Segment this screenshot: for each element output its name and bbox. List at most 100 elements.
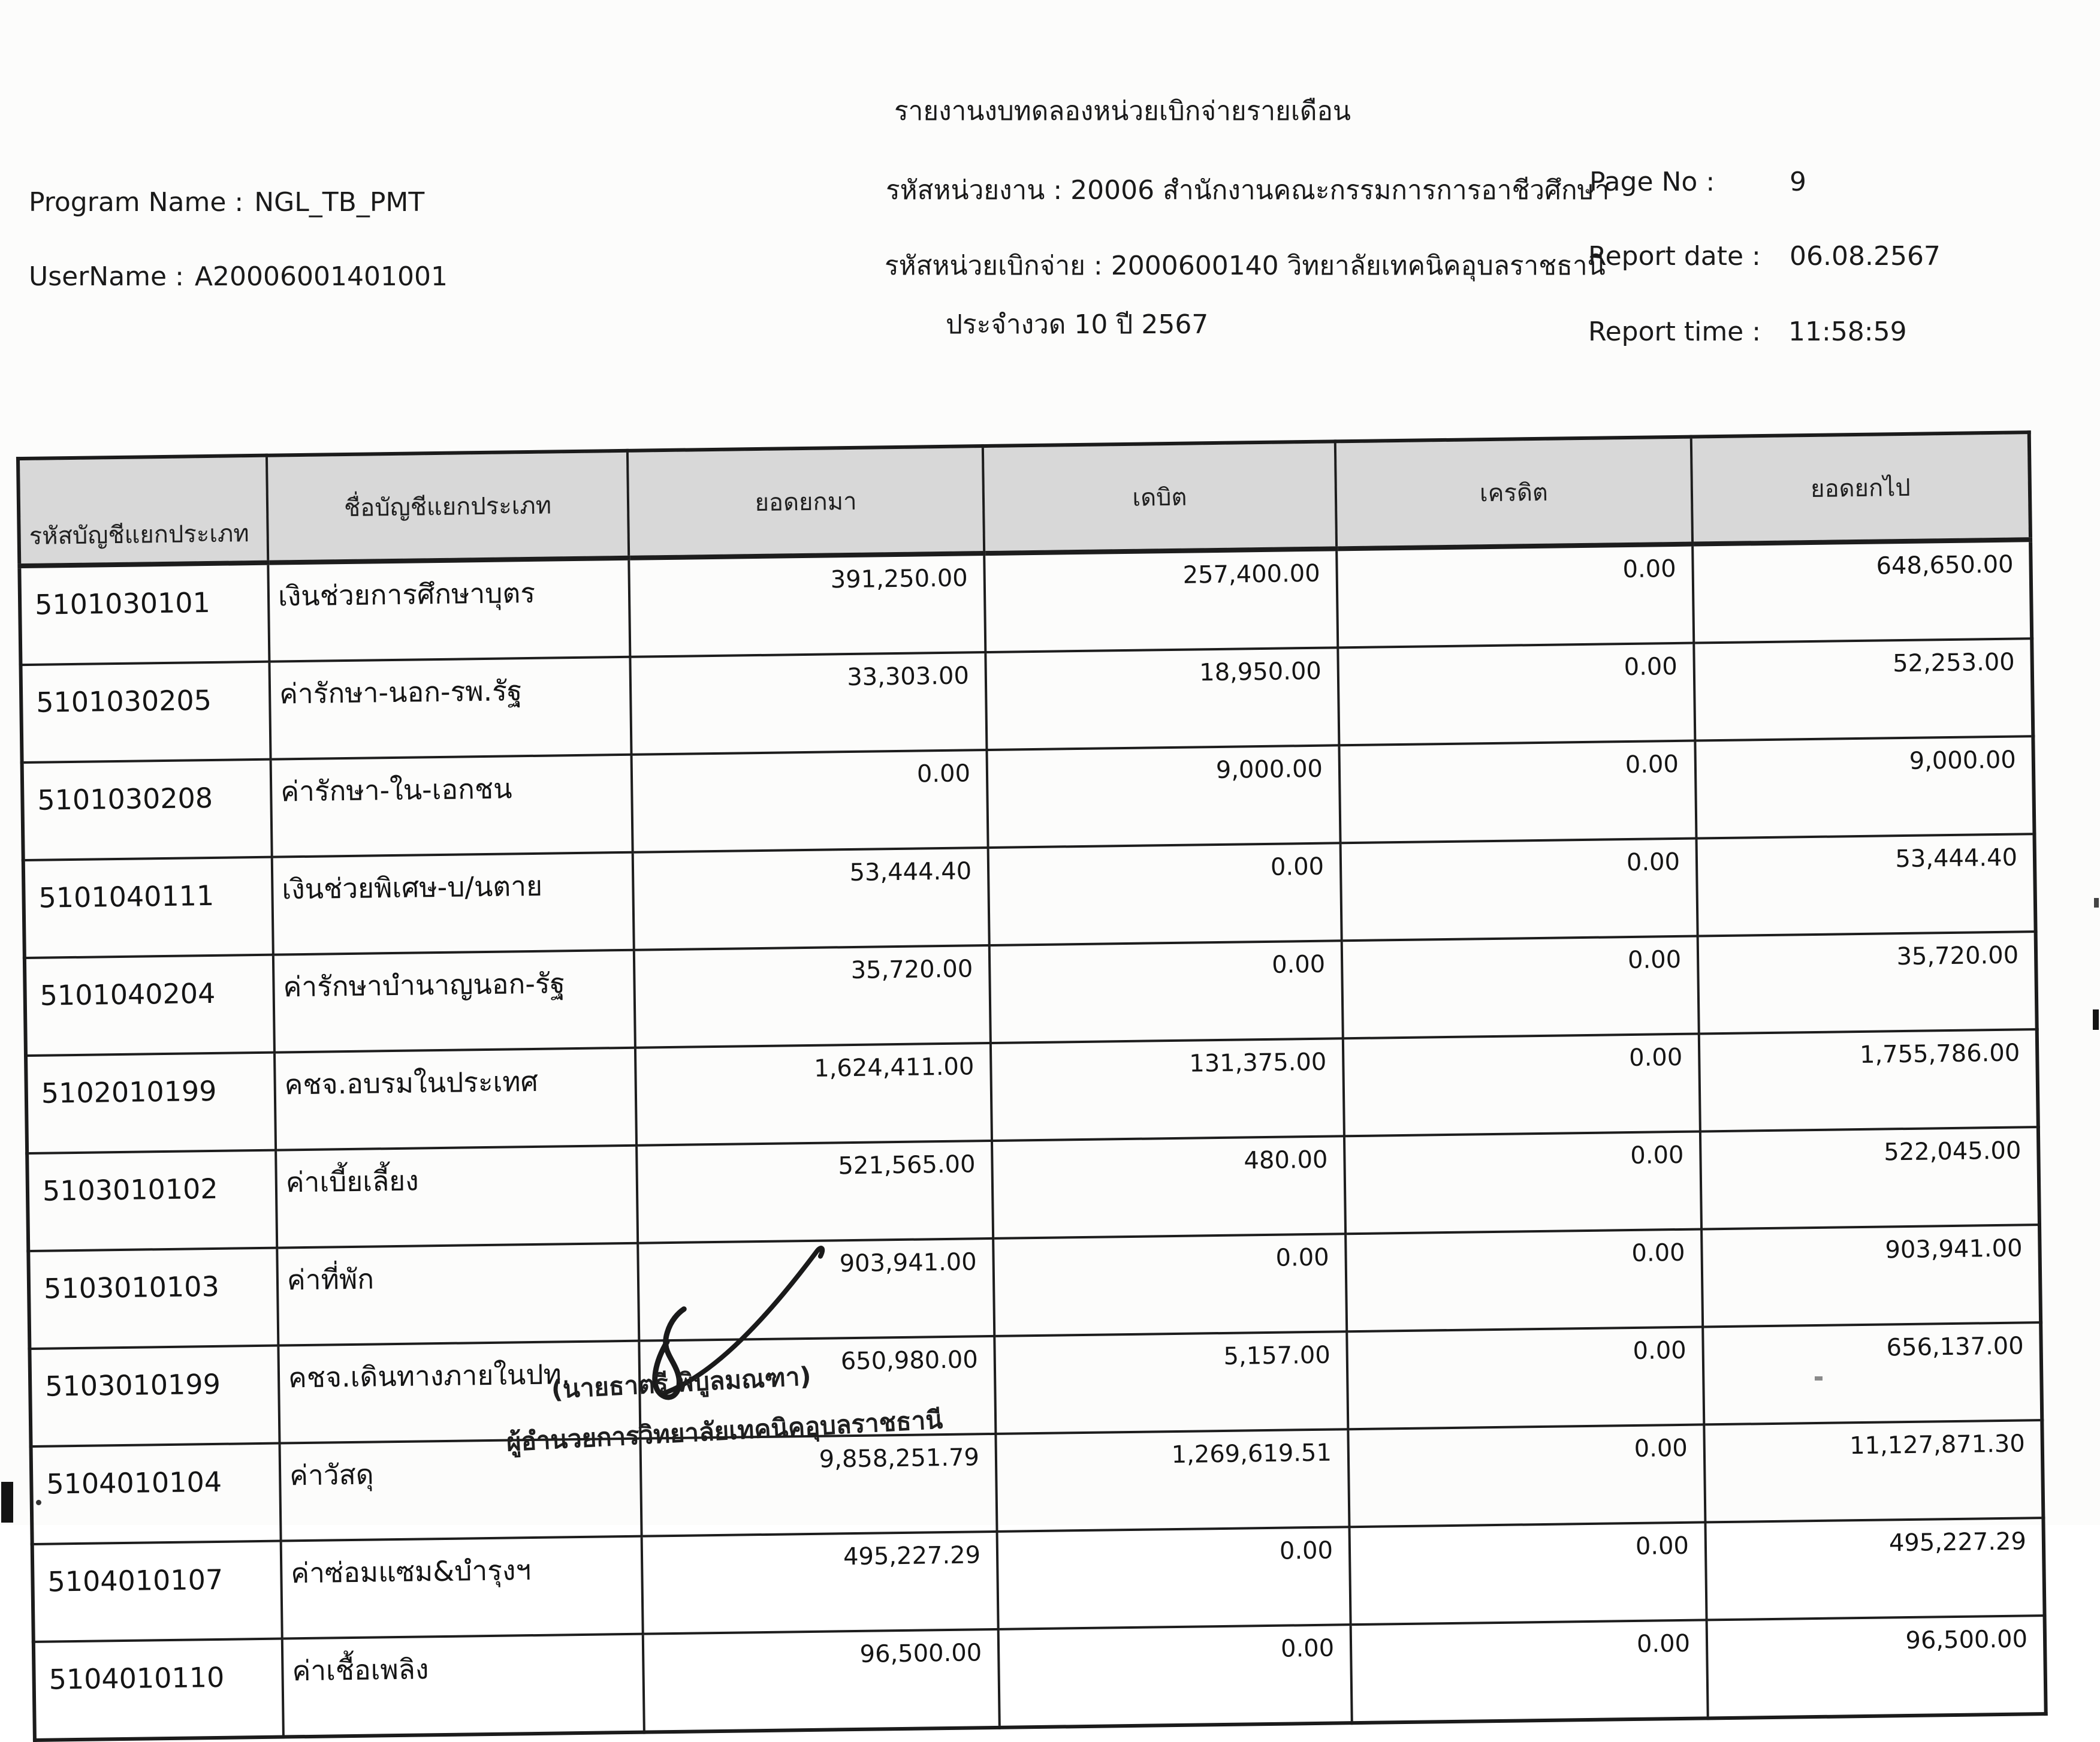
account-name-cell: ค่าเชื้อเพลิง: [282, 1634, 644, 1737]
account-name-cell: เงินช่วยการศึกษาบุตร: [268, 558, 630, 662]
amount-cell: 11,127,871.30: [1704, 1420, 2043, 1522]
username-label: UserName :: [29, 261, 184, 292]
column-header: ยอดยกไป: [1691, 432, 2030, 544]
amount-cell: 0.00: [1351, 1620, 1708, 1723]
page-title: รายงานงบทดลองหน่วยเบิกจ่ายรายเดือน: [894, 90, 1351, 132]
amount-cell: 0.00: [1338, 643, 1695, 746]
amount-cell: 0.00: [1348, 1424, 1705, 1527]
page-no-value: 9: [1790, 167, 1806, 197]
amount-cell: 1,269,619.51: [995, 1429, 1349, 1532]
amount-cell: 0.00: [1343, 1034, 1700, 1137]
column-header: เครดิต: [1335, 437, 1692, 549]
amount-cell: 650,980.00: [639, 1336, 995, 1439]
amount-cell: 18,950.00: [985, 647, 1339, 750]
report-time-value: 11:58:59: [1788, 317, 1907, 347]
period-line: ประจำงวด 10 ปี 2567: [946, 303, 1208, 345]
account-name-cell: ค่ารักษา-นอก-รพ.รัฐ: [269, 657, 631, 760]
amount-cell: 0.00: [989, 941, 1343, 1043]
amount-cell: 495,227.29: [1705, 1518, 2044, 1620]
report-date-value: 06.08.2567: [1790, 241, 1941, 272]
program-name-line: Program Name : NGL_TB_PMT: [29, 187, 424, 218]
amount-cell: 0.00: [632, 750, 988, 852]
amount-cell: 53,444.40: [633, 848, 989, 950]
program-name-label: Program Name :: [29, 187, 243, 218]
column-header: ชื่อบัญชีแยกประเภท: [267, 451, 629, 563]
amount-cell: 648,650.00: [1692, 540, 2032, 643]
trial-balance-table: รหัสบัญชีแยกประเภทชื่อบัญชีแยกประเภทยอดย…: [16, 430, 2048, 1742]
scan-artifact: [1815, 1376, 1823, 1381]
username-line: UserName : A20006001401001: [29, 261, 448, 292]
amount-cell: 96,500.00: [1707, 1616, 2046, 1718]
column-header: รหัสบัญชีแยกประเภท: [18, 456, 268, 566]
amount-cell: 9,858,251.79: [640, 1434, 997, 1536]
account-code-cell: 5101030205: [20, 662, 270, 762]
program-name-value: NGL_TB_PMT: [254, 187, 424, 218]
account-name-cell: ค่ารักษา-ใน-เอกชน: [271, 755, 633, 857]
amount-cell: 5,157.00: [994, 1331, 1348, 1434]
amount-cell: 903,941.00: [1701, 1225, 2041, 1327]
amount-cell: 1,755,786.00: [1699, 1029, 2038, 1131]
account-code-cell: 5104010107: [32, 1541, 282, 1642]
report-date-label: Report date :: [1588, 241, 1761, 272]
amount-cell: 656,137.00: [1703, 1322, 2042, 1424]
amount-cell: 52,253.00: [1694, 638, 2033, 740]
amount-cell: 0.00: [1349, 1522, 1706, 1625]
amount-cell: 391,250.00: [629, 553, 985, 657]
account-code-cell: 5104010104: [31, 1443, 281, 1544]
amount-cell: 96,500.00: [643, 1629, 1000, 1732]
agency-code-line: รหัสหน่วยงาน : 20006 สำนักงานคณะกรรมการก…: [886, 169, 1609, 211]
amount-cell: 35,720.00: [1698, 932, 2037, 1033]
disbursement-unit-line: รหัสหน่วยเบิกจ่าย : 2000600140 วิทยาลัยเ…: [885, 245, 1606, 287]
amount-cell: 0.00: [998, 1625, 1352, 1728]
scanned-report-page: รายงานงบทดลองหน่วยเบิกจ่ายรายเดือน Progr…: [0, 0, 2100, 1525]
amount-cell: 0.00: [997, 1527, 1351, 1629]
column-header: เดบิต: [983, 441, 1336, 553]
account-name-cell: เงินช่วยพิเศษ-บ/นตาย: [272, 852, 634, 955]
amount-cell: 53,444.40: [1697, 834, 2036, 936]
scan-artifact: [36, 1500, 41, 1505]
account-code-cell: 5103010199: [29, 1346, 279, 1446]
amount-cell: 9,000.00: [986, 745, 1340, 848]
amount-cell: 0.00: [1341, 839, 1698, 941]
account-name-cell: คชจ.เดินทางภายในปท.: [278, 1341, 640, 1443]
account-name-cell: ค่าที่พัก: [277, 1243, 639, 1346]
account-name-cell: คชจ.อบรมในประเทศ: [274, 1048, 636, 1150]
account-code-cell: 5103010102: [27, 1150, 277, 1251]
amount-cell: 1,624,411.00: [635, 1043, 992, 1146]
account-name-cell: ค่าวัสดุ: [280, 1439, 642, 1541]
account-code-cell: 5101040204: [25, 955, 274, 1056]
account-code-cell: 5101030101: [19, 563, 269, 665]
account-code-cell: 5101030208: [22, 760, 272, 860]
amount-cell: 0.00: [993, 1234, 1347, 1336]
amount-cell: 521,565.00: [636, 1141, 993, 1243]
column-header: ยอดยกมา: [627, 446, 984, 558]
amount-cell: 903,941.00: [638, 1238, 994, 1341]
account-name-cell: ค่าเบี้ยเลี้ยง: [276, 1146, 638, 1248]
scan-artifact: [1, 1482, 13, 1523]
username-value: A20006001401001: [195, 261, 448, 292]
account-code-cell: 5101040111: [23, 857, 273, 958]
amount-cell: 522,045.00: [1700, 1127, 2039, 1229]
amount-cell: 257,400.00: [984, 548, 1338, 652]
amount-cell: 0.00: [1336, 544, 1694, 648]
amount-cell: 131,375.00: [991, 1038, 1344, 1141]
amount-cell: 9,000.00: [1695, 736, 2034, 838]
account-code-cell: 5102010199: [26, 1053, 276, 1153]
amount-cell: 0.00: [1347, 1327, 1704, 1429]
amount-cell: 35,720.00: [634, 945, 991, 1048]
page-no-label: Page No :: [1589, 167, 1715, 197]
report-time-label: Report time :: [1588, 317, 1761, 347]
scan-artifact: [2093, 1009, 2099, 1030]
account-code-cell: 5104010110: [34, 1639, 283, 1740]
account-name-cell: ค่าซ่อมแซม&บำรุงฯ: [281, 1536, 643, 1639]
amount-cell: 0.00: [1344, 1131, 1701, 1234]
amount-cell: 0.00: [988, 843, 1342, 945]
scan-artifact: [2094, 898, 2099, 908]
amount-cell: 0.00: [1342, 936, 1699, 1039]
amount-cell: 0.00: [1345, 1229, 1703, 1331]
amount-cell: 0.00: [1339, 741, 1696, 843]
account-name-cell: ค่ารักษาบำนาญนอก-รัฐ: [273, 950, 635, 1053]
amount-cell: 33,303.00: [630, 652, 986, 755]
amount-cell: 495,227.29: [642, 1532, 998, 1634]
